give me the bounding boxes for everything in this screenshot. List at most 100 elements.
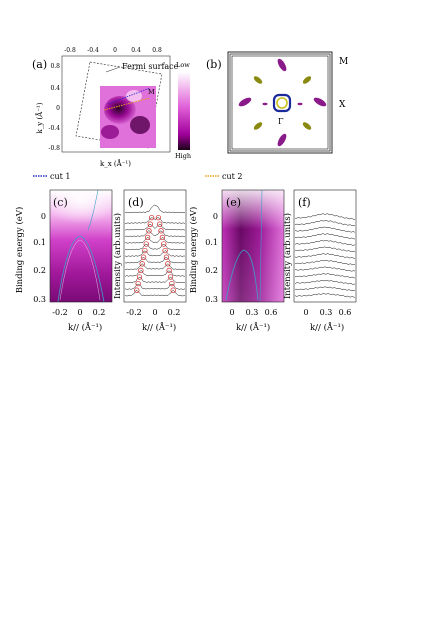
- peak-marker: [170, 287, 176, 293]
- tick-label: 0.2: [168, 308, 181, 317]
- panel-f-tag: (f): [298, 196, 311, 209]
- panel-d-y-axis-label: Intensity (arb.units): [112, 213, 123, 299]
- panel-f-y-axis-label: Intensity (arb.units): [282, 213, 293, 299]
- legend-cut2: cut 2: [205, 172, 242, 181]
- panel-d-frame: [123, 189, 187, 303]
- mdc-curve: [124, 230, 186, 237]
- panel-e-tag: (e): [226, 196, 241, 209]
- panel-f-x-ticks: 0 0.3 0.6: [303, 308, 351, 317]
- mdc-curve: [124, 250, 186, 257]
- tick-label: 0: [229, 308, 234, 317]
- tick-label: 0: [56, 105, 60, 112]
- tick-label: -0.8: [64, 47, 76, 54]
- fermi-pocket: [101, 125, 119, 139]
- cut2-label: cut 2: [222, 172, 242, 181]
- mdc-curve: [124, 204, 186, 214]
- panel-d-x-axis-label: k// (Å⁻¹): [142, 321, 176, 333]
- mdc-curve: [294, 213, 356, 220]
- bz-frame: [229, 53, 331, 152]
- mdc-curve: [124, 256, 186, 264]
- panel-d: (d) Intensity (arb.units) -0.2 0 0.2 k//…: [112, 189, 187, 333]
- peak-marker: [147, 221, 153, 227]
- mdc-curve: [294, 233, 356, 240]
- tick-label: 0.3: [246, 308, 259, 317]
- pocket-olive: [302, 122, 312, 130]
- panel-c-frame: [49, 189, 113, 303]
- panel-e-x-ticks: 0 0.3 0.6: [229, 308, 277, 317]
- mdc-curve: [124, 236, 186, 244]
- panel-c-dispersion-inner: [59, 239, 101, 301]
- bz-frame: [227, 51, 333, 154]
- tick-label: -0.2: [126, 308, 141, 317]
- panel-e: (e) 0 0.1 0.2 0.3 Binding energy (eV) 0 …: [188, 189, 285, 333]
- peak-marker: [155, 214, 162, 221]
- tick-label: 0.8: [152, 47, 162, 54]
- panel-b: (b) M X Γ: [206, 51, 348, 154]
- tick-label: 0.2: [93, 308, 106, 317]
- panel-c-y-axis-label: Binding energy (eV): [14, 207, 25, 294]
- fermi-pocket: [130, 116, 150, 134]
- panel-d-x-ticks: -0.2 0 0.2: [126, 308, 180, 317]
- panel-e-band: [259, 189, 263, 303]
- peak-marker: [136, 274, 143, 280]
- tick-label: 0.3: [320, 308, 333, 317]
- tick-label: -0.8: [48, 145, 60, 152]
- mdc-curve: [294, 266, 356, 272]
- pocket-purple: [313, 97, 327, 107]
- tick-label: 0.3: [205, 295, 218, 304]
- mdc-curve: [294, 220, 356, 227]
- fermi-pocket: [104, 96, 136, 124]
- mdc-curve: [124, 217, 186, 224]
- panel-e-x-axis-label: k// (Å⁻¹): [236, 321, 270, 333]
- tick-label: 0.6: [339, 308, 352, 317]
- peak-marker: [166, 267, 172, 274]
- tick-label: 0: [152, 308, 157, 317]
- cut1-label: cut 1: [50, 172, 70, 181]
- mdc-curve: [294, 273, 356, 279]
- mdc-curve: [294, 279, 356, 285]
- peak-marker: [140, 254, 147, 260]
- peak-marker: [161, 241, 167, 247]
- mdc-curve: [294, 293, 356, 298]
- peak-marker: [142, 247, 148, 254]
- mdc-curve: [294, 226, 356, 233]
- panel-c-y-ticks: 0 0.1 0.2 0.3: [33, 212, 46, 304]
- panel-c-tag: (c): [53, 196, 68, 209]
- panel-e-dispersion: [225, 249, 259, 301]
- panel-e-y-ticks: 0 0.1 0.2 0.3: [205, 212, 218, 304]
- tick-label: 0.8: [50, 63, 60, 70]
- mdc-curve: [294, 246, 356, 252]
- panel-f: (f) Intensity (arb.units) 0 0.3 0.6 k// …: [282, 189, 357, 333]
- panel-a-top-ticks: -0.8 -0.4 0 0.4 0.8: [64, 47, 162, 54]
- peak-marker: [135, 280, 141, 287]
- tick-label: -0.2: [52, 308, 67, 317]
- peak-marker: [143, 241, 149, 247]
- fermi-surface-pointer: [105, 66, 121, 73]
- mdc-curve: [294, 253, 356, 259]
- mdc-curve: [124, 223, 186, 231]
- peak-marker: [159, 234, 166, 241]
- x-point-label: X: [339, 100, 346, 110]
- pocket-purple: [277, 133, 287, 147]
- panel-a: (a) -0.8 -0.4 0 0.4 0.8 Fermi surface M …: [32, 47, 191, 168]
- pocket-olive: [253, 76, 263, 84]
- panel-d-peak-markers: [134, 214, 176, 293]
- peak-marker: [163, 254, 170, 260]
- panel-d-tag: (d): [128, 196, 144, 209]
- panel-a-frame: [61, 55, 171, 153]
- tick-label: 0: [213, 212, 218, 221]
- colorbar: [178, 72, 190, 150]
- tick-label: 0.1: [33, 238, 46, 247]
- tick-label: 0: [41, 212, 46, 221]
- tick-label: 0.4: [50, 85, 60, 92]
- peak-marker: [158, 228, 164, 234]
- peak-marker: [134, 287, 140, 293]
- m-point-label: M: [148, 88, 155, 96]
- gamma-point-label: Γ: [278, 117, 284, 126]
- peak-marker: [165, 261, 171, 267]
- panel-a-x-axis-label: k_x (Å⁻¹): [100, 159, 131, 168]
- cut2-line: [103, 97, 151, 111]
- panel-c: (c) 0 0.1 0.2 0.3 Binding energy (eV) -0…: [14, 189, 113, 333]
- panel-b-tag: (b): [206, 58, 222, 71]
